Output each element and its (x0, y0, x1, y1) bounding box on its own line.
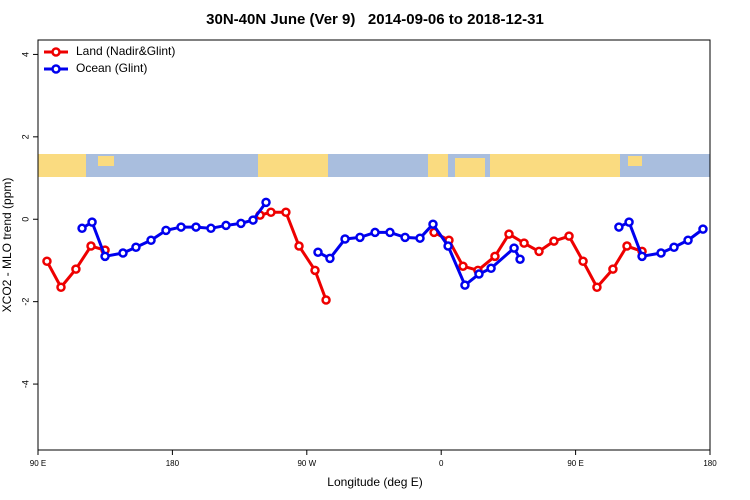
x-tick-label: 90 W (297, 459, 316, 468)
data-point (443, 241, 453, 251)
data-point (161, 225, 171, 236)
data-point (266, 207, 276, 217)
chart-title: 30N-40N June (Ver 9) 2014-09-06 to 2018-… (206, 11, 544, 28)
data-point (515, 254, 525, 264)
data-point (321, 295, 331, 305)
data-point (592, 282, 602, 292)
land-area (455, 158, 485, 177)
data-point (310, 265, 320, 276)
data-point (294, 241, 304, 251)
data-point (340, 234, 350, 244)
data-point (281, 207, 291, 217)
data-point (474, 269, 484, 279)
data-point (385, 227, 395, 238)
data-point (637, 251, 647, 262)
legend-marker (51, 47, 61, 57)
data-point (669, 242, 679, 253)
data-point (564, 231, 574, 241)
y-tick-label: 4 (20, 52, 30, 57)
data-point (77, 223, 87, 234)
data-point (206, 223, 216, 234)
data-point (624, 217, 634, 227)
data-point (519, 238, 529, 248)
legend-label: Land (Nadir&Glint) (76, 44, 175, 58)
data-point (87, 217, 97, 227)
y-tick-label: 2 (20, 134, 30, 139)
data-point (504, 229, 514, 239)
data-point (428, 219, 438, 229)
data-point (509, 243, 519, 253)
plot-frame (37, 39, 711, 451)
x-axis-label: Longitude (deg E) (327, 475, 422, 489)
land-area (490, 154, 620, 177)
y-tick-label: -2 (20, 298, 30, 306)
series-line (45, 210, 643, 301)
data-point (490, 251, 500, 262)
land-area (628, 156, 642, 166)
y-axis-label: XCO2 - MLO trend (ppm) (0, 178, 14, 313)
data-point (698, 224, 708, 234)
data-point (549, 236, 559, 246)
data-point (415, 233, 425, 243)
data-point (370, 227, 380, 238)
data-point (42, 256, 52, 267)
data-point (400, 232, 410, 243)
land-area (98, 156, 114, 166)
land-area (38, 154, 86, 177)
data-point (460, 280, 470, 290)
y-tick-label: -4 (20, 380, 30, 388)
data-point (534, 246, 544, 257)
data-point (236, 218, 246, 229)
data-point (248, 215, 258, 225)
data-point (100, 251, 110, 262)
data-point (614, 222, 624, 232)
data-point (176, 222, 186, 232)
data-point (146, 235, 156, 246)
data-point (131, 242, 141, 253)
legend-label: Ocean (Glint) (76, 61, 147, 75)
data-point (71, 264, 81, 274)
data-point (86, 241, 96, 251)
data-point (622, 241, 632, 251)
x-tick-label: 180 (703, 459, 717, 468)
map-strip (38, 154, 710, 177)
x-tick-label: 180 (166, 459, 180, 468)
x-tick-label: 90 E (567, 459, 583, 468)
data-point (656, 248, 666, 258)
data-point (683, 235, 693, 246)
data-point (313, 247, 323, 257)
data-point (221, 220, 231, 231)
data-point (458, 261, 468, 271)
x-tick-label: 90 E (30, 459, 46, 468)
land-area (428, 154, 448, 177)
data-point (118, 248, 128, 258)
data-point (325, 253, 335, 264)
data-point (608, 264, 618, 274)
data-point (578, 256, 588, 267)
data-point (191, 222, 201, 232)
data-point (56, 282, 66, 292)
data-point (355, 232, 365, 243)
land-area (258, 154, 328, 177)
x-tick-label: 0 (439, 459, 444, 468)
data-point (486, 263, 496, 274)
y-tick-label: 0 (20, 217, 30, 222)
legend-marker (51, 64, 61, 74)
data-point (261, 197, 271, 208)
